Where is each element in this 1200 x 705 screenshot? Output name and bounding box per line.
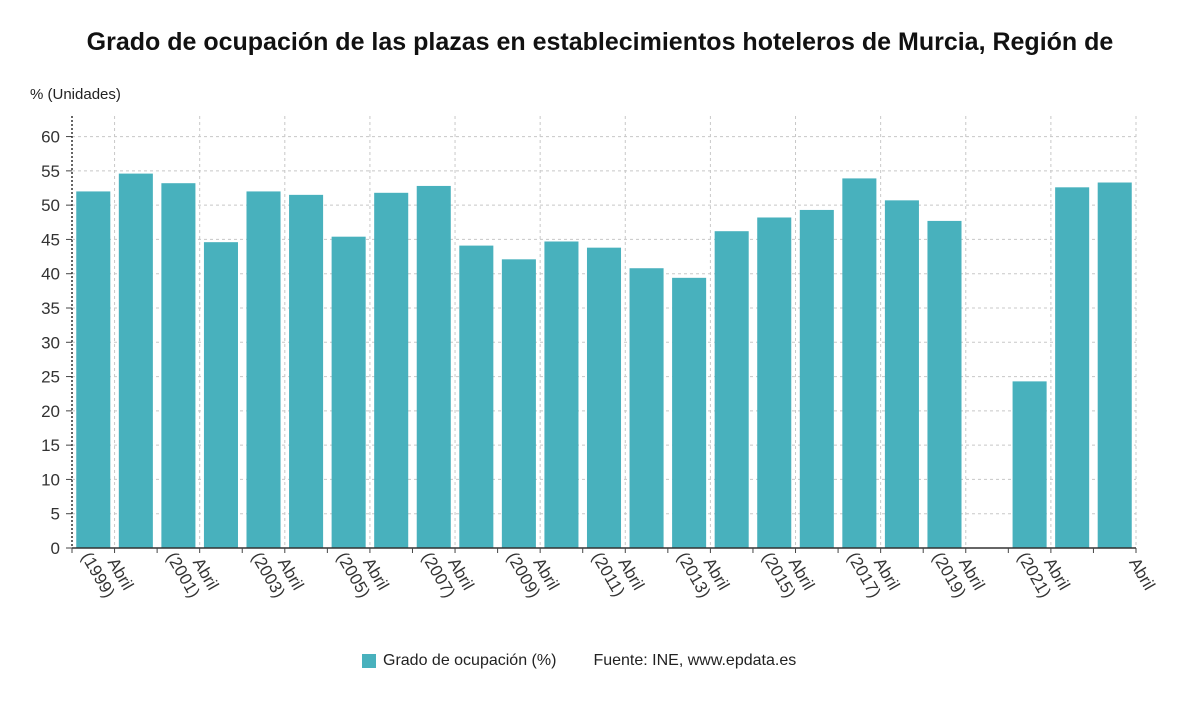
y-tick-label: 0 [51,539,60,558]
bar [416,185,451,548]
bar [884,200,919,549]
bar [459,245,494,548]
bar [1097,182,1132,548]
y-tick-label: 30 [41,333,60,352]
bar [714,231,749,548]
bar [289,194,324,548]
y-tick-label: 45 [41,230,60,249]
y-tick-label: 50 [41,196,60,215]
bar [118,173,153,548]
legend-swatch [362,654,376,668]
legend-label: Grado de ocupación (%) [383,652,557,669]
legend: Grado de ocupación (%) Fuente: INE, www.… [362,652,796,670]
bar [501,259,536,548]
bar [799,209,834,548]
y-tick-label: 60 [41,128,60,147]
chart-title: Grado de ocupación de las plazas en esta… [86,28,1114,56]
bar [842,178,877,548]
y-tick-label: 25 [41,368,60,387]
y-tick-label: 40 [41,265,60,284]
axes [66,116,1137,553]
bars [76,173,1132,549]
bar [586,247,622,548]
bar [544,241,579,548]
bar [203,242,238,548]
bar [757,217,792,548]
bar [331,236,366,548]
bar [1055,187,1090,549]
y-tick-label: 10 [41,470,60,489]
bar [246,191,281,548]
x-tick-label-line1: Abril [1125,555,1158,594]
x-tick-label: Abril [1125,555,1158,594]
bar [672,277,707,548]
y-tick-label: 55 [41,162,60,181]
y-axis-unit-label: % (Unidades) [30,86,121,103]
y-tick-label: 20 [41,402,60,421]
bar [161,183,196,548]
bar [629,268,664,548]
bar [76,191,111,548]
bar [927,220,962,548]
source-note: Fuente: INE, www.epdata.es [593,652,797,669]
bar [1012,381,1047,548]
y-tick-label: 5 [51,505,60,524]
y-tick-label: 15 [41,436,60,455]
gridlines [72,116,1137,548]
y-tick-labels: 0 5 10 15 20 25 30 35 40 45 50 55 60 [41,128,60,558]
bar [374,192,409,549]
y-tick-label: 35 [41,299,60,318]
